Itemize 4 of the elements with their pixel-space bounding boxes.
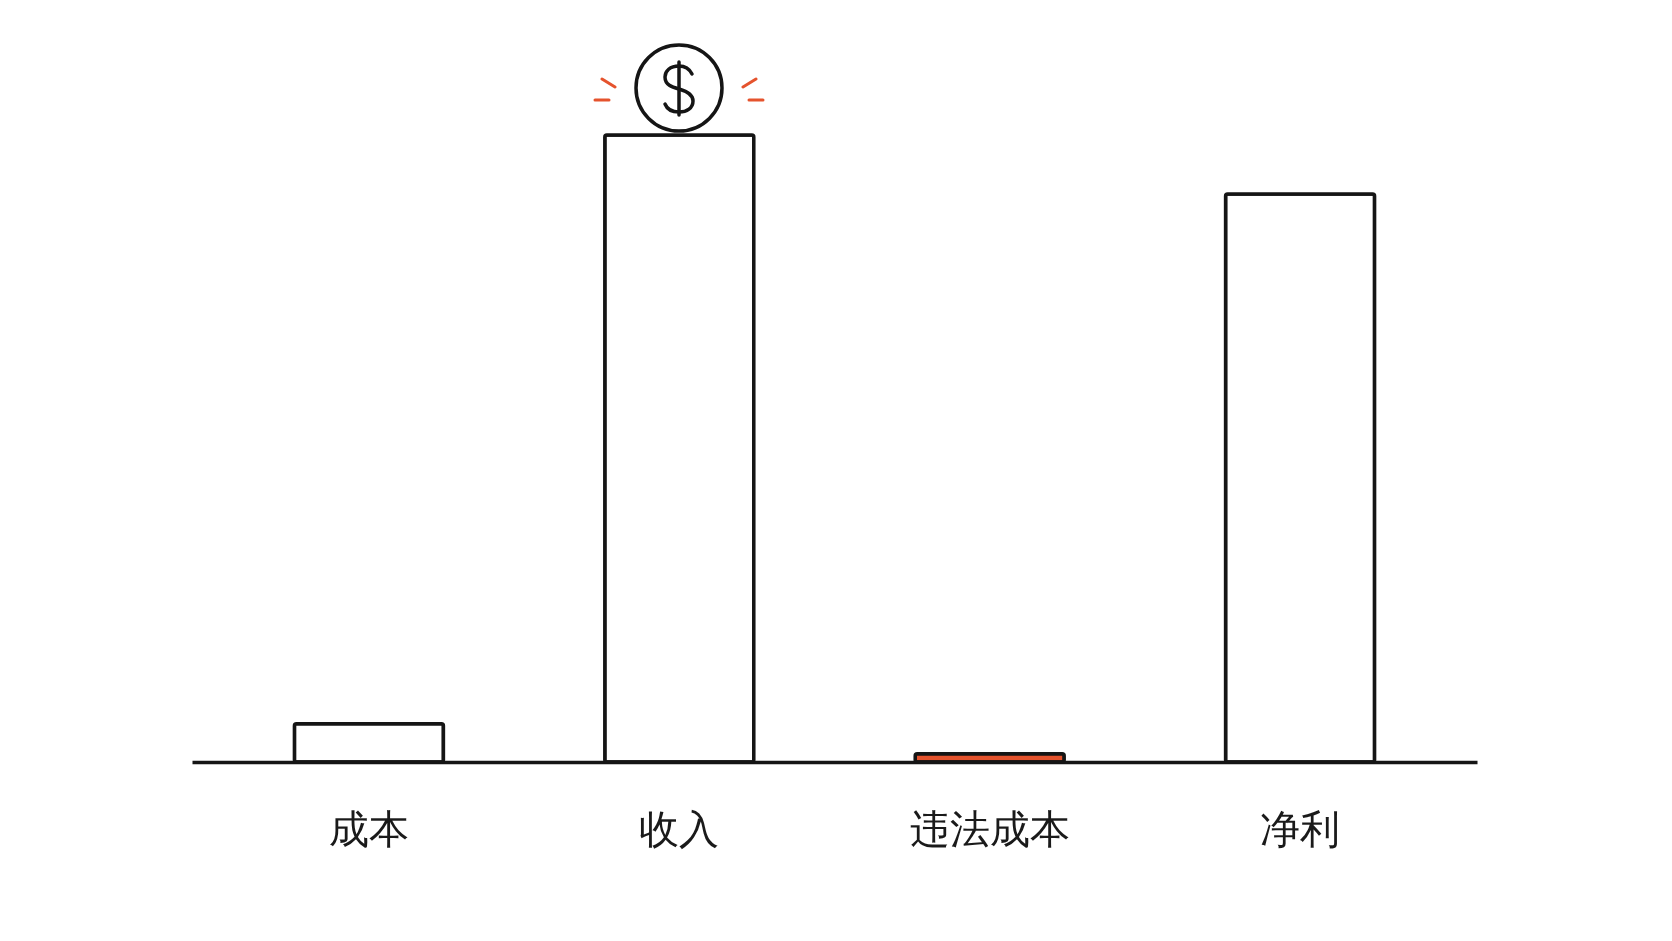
x-tick-label: 违法成本 [909, 805, 1070, 852]
x-tick-label: 收入 [639, 805, 720, 852]
x-tick-label: 成本 [328, 805, 409, 852]
x-tick-label: 净利 [1260, 805, 1341, 852]
